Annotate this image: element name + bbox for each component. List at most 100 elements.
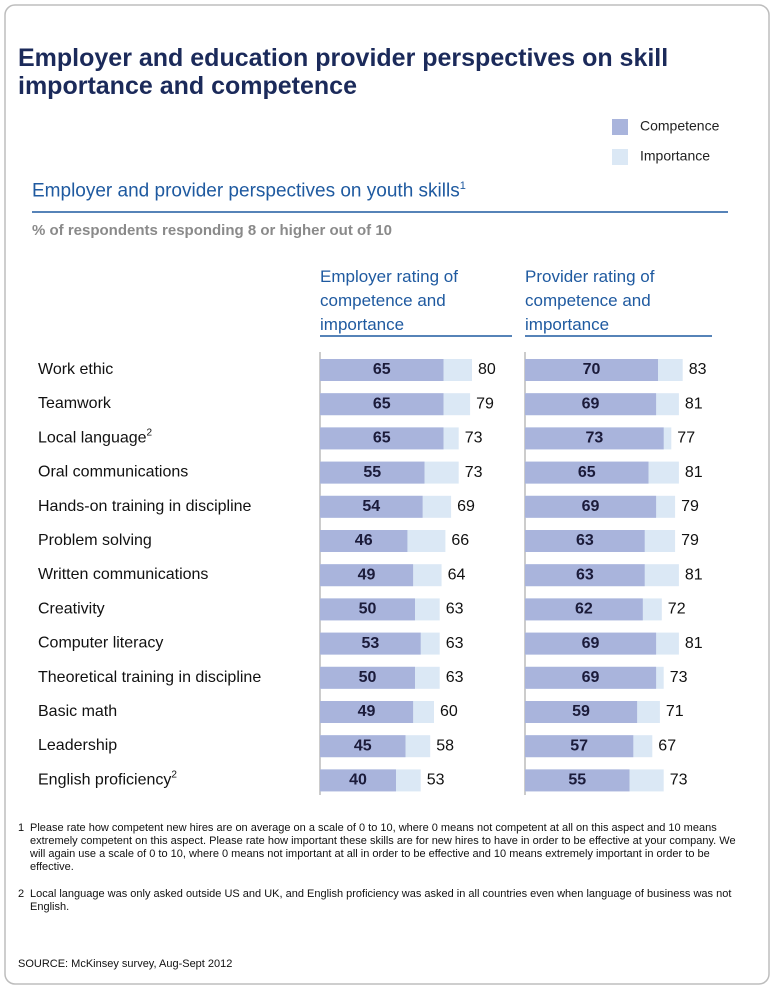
competence-bar [320,359,444,381]
importance-label: 81 [685,464,703,481]
competence-bar [320,598,415,621]
card-border [4,4,770,985]
competence-bar [320,769,396,792]
competence-bar [525,769,630,792]
importance-label: 66 [451,532,469,549]
importance-label: 60 [440,703,458,720]
competence-bar [320,427,444,450]
competence-label: 57 [570,737,588,754]
competence-label: 53 [361,635,379,652]
category-text: Basic math [38,703,117,720]
legend-label: Competence [640,118,720,134]
importance-label: 81 [685,395,703,412]
footnote-number: 2 [18,888,25,900]
category-text: Problem solving [38,532,152,549]
competence-label: 70 [583,361,601,378]
competence-label: 73 [585,430,603,447]
importance-label: 73 [465,430,483,447]
competence-bar [320,393,444,416]
competence-label: 62 [575,601,593,618]
competence-bar [525,598,643,621]
category-text: Theoretical training in discipline [38,669,261,686]
importance-label: 53 [427,772,445,789]
competence-bar [320,701,414,723]
importance-label: 69 [457,498,475,515]
competence-bar [320,564,414,587]
source: SOURCE: McKinsey survey, Aug-Sept 2012 [18,958,233,970]
competence-label: 55 [568,772,586,789]
competence-label: 46 [355,532,373,549]
legend-swatch [612,149,628,165]
competence-bar [525,530,645,552]
competence-bar [320,530,408,552]
importance-label: 81 [685,566,703,583]
category-label: Computer literacy [38,635,163,652]
competence-label: 54 [362,498,380,515]
importance-label: 81 [685,635,703,652]
footnote-text: Local language was only asked outside US… [30,888,732,913]
category-text: English proficiency [38,772,171,789]
footnote-number: 1 [18,822,25,834]
competence-bar [525,701,638,723]
competence-label: 40 [349,772,367,789]
competence-bar [525,359,658,381]
competence-label: 55 [363,464,381,481]
panel-title: Provider rating of competence and import… [525,267,655,334]
competence-bar [525,735,634,758]
category-text: Local language [38,430,147,447]
competence-label: 65 [373,361,391,378]
importance-label: 73 [670,669,688,686]
category-text: Leadership [38,737,117,754]
footnote-text: Please rate how competent new hires are … [30,822,736,873]
competence-label: 65 [373,395,391,412]
competence-label: 65 [578,464,596,481]
competence-bar [320,632,421,655]
competence-label: 59 [572,703,590,720]
category-label: Hands-on training in discipline [38,498,252,515]
importance-label: 64 [448,566,466,583]
subtitle-note: 1 [459,180,466,192]
competence-bar [525,564,645,587]
category-label: Theoretical training in discipline [38,669,261,686]
competence-bar [525,495,657,518]
competence-label: 63 [576,532,594,549]
importance-label: 72 [668,601,686,618]
competence-label: 65 [373,430,391,447]
panel-title: Employer rating of competence and import… [320,267,458,334]
competence-bar [525,427,664,450]
category-text: Written communications [38,566,208,583]
category-label: Local language2 [38,427,153,447]
competence-bar [525,666,657,689]
category-label: Creativity [38,601,105,618]
category-label: Basic math [38,703,117,720]
footnote: 1 Please rate how competent new hires are… [18,822,738,874]
category-label: English proficiency2 [38,769,177,789]
competence-label: 69 [582,635,600,652]
importance-label: 77 [677,430,695,447]
importance-label: 83 [689,361,707,378]
competence-label: 50 [359,669,377,686]
category-label: Teamwork [38,395,112,412]
competence-label: 49 [358,703,376,720]
importance-label: 80 [478,361,496,378]
category-label: Oral communications [38,464,188,481]
importance-label: 79 [681,498,699,515]
category-text: Creativity [38,601,105,618]
subtitle-text: Employer and provider perspectives on yo… [32,180,460,202]
chart-title: Employer and education provider perspect… [18,44,669,100]
importance-label: 71 [666,703,684,720]
importance-label: 73 [670,772,688,789]
competence-label: 69 [582,498,600,515]
category-text: Oral communications [38,464,188,481]
category-note: 2 [147,427,153,438]
footnote: 2 Local language was only asked outside U… [18,888,738,914]
importance-label: 79 [476,395,494,412]
importance-label: 63 [446,601,464,618]
category-label: Written communications [38,566,208,583]
category-label: Work ethic [38,361,113,378]
axis-label: % of respondents responding 8 or higher … [32,222,393,239]
competence-label: 50 [359,601,377,618]
legend-label: Importance [640,148,710,164]
competence-label: 45 [354,737,372,754]
